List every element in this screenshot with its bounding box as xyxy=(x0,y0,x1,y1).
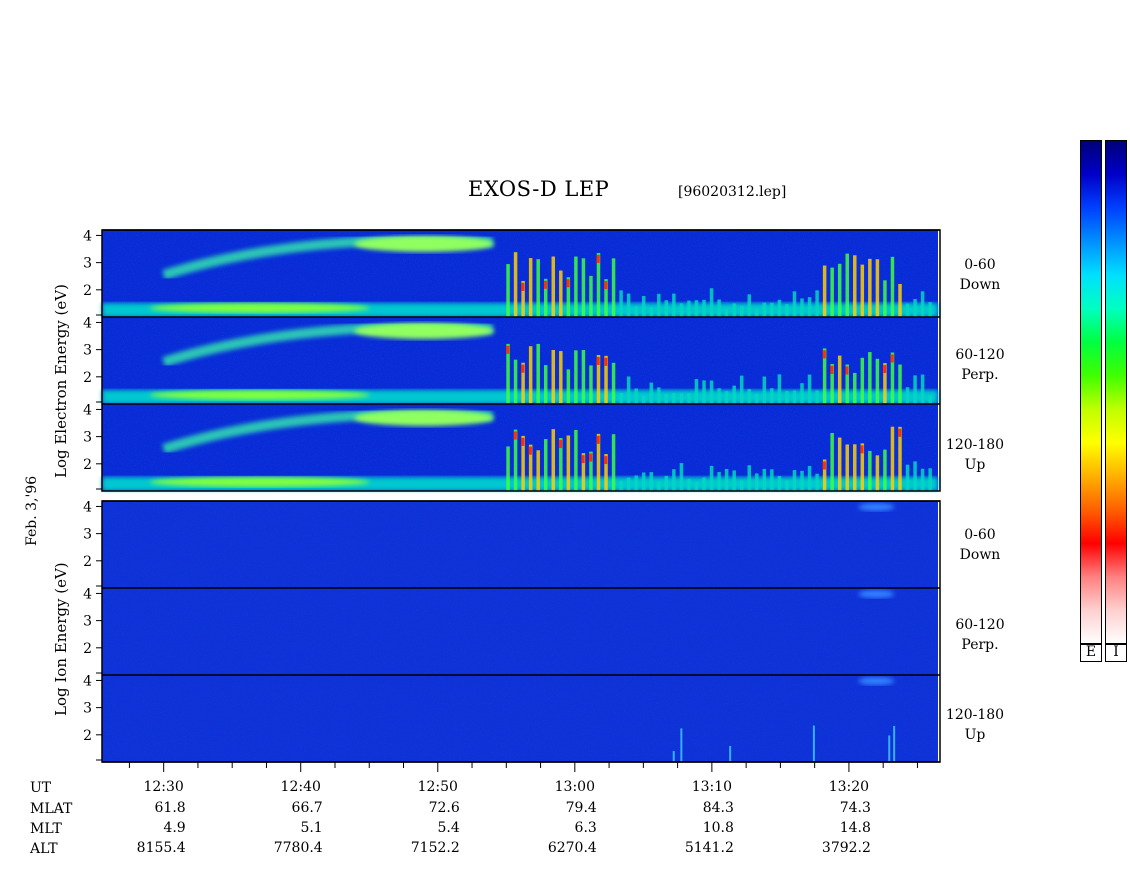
panel-ion-120-180-up xyxy=(102,674,940,762)
orbit-alt-value: 8155.4 xyxy=(136,840,186,856)
colorbar-label-e: E xyxy=(1080,643,1102,662)
x-tick-label: 12:50 xyxy=(418,779,458,795)
orbit-alt-value: 7780.4 xyxy=(273,840,323,856)
panel-label-e-up: 120-180 Up xyxy=(945,437,1005,473)
colorbar-label-i: I xyxy=(1105,643,1127,662)
y-tick-label: 4 xyxy=(83,586,92,602)
y-tick-label: 3 xyxy=(83,430,92,446)
panel-label-i-up: 120-180 Up xyxy=(945,707,1005,743)
orbit-mlat-value: 79.4 xyxy=(565,800,597,816)
file-name: [96020312.lep] xyxy=(678,184,787,200)
y-tick-label: 2 xyxy=(83,641,92,657)
y-tick-label: 4 xyxy=(83,315,92,331)
orbit-mlat-value: 61.8 xyxy=(154,800,186,816)
x-tick-label: 13:20 xyxy=(829,779,869,795)
y-tick-label: 3 xyxy=(83,343,92,359)
y-tick-label: 3 xyxy=(83,614,92,630)
panel-electron-120-180-up xyxy=(102,403,940,491)
orbit-mlt-value: 4.9 xyxy=(163,820,186,836)
y-tick-label: 4 xyxy=(83,499,92,515)
panel-ion-60-120-perp- xyxy=(102,587,940,675)
orbit-mlat-value: 74.3 xyxy=(839,800,871,816)
orbit-mlat-value: 72.6 xyxy=(428,800,460,816)
orbit-mlt-value: 6.3 xyxy=(574,820,597,836)
panel-electron-0-60-down xyxy=(102,229,940,317)
panel-electron-60-120-perp- xyxy=(102,316,940,404)
panel-label-e-down: 0-60 Down xyxy=(959,257,1001,293)
orbit-mlt-value: 5.4 xyxy=(437,820,460,836)
orbit-mlt-value: 10.8 xyxy=(702,820,734,836)
orbit-mlt-value: 14.8 xyxy=(839,820,871,836)
panel-ion-0-60-down xyxy=(102,500,940,588)
x-tick-label: 13:10 xyxy=(692,779,732,795)
x-tick-label: 12:30 xyxy=(143,779,183,795)
orbit-mlat-value: 84.3 xyxy=(702,800,734,816)
y-tick-label: 2 xyxy=(83,370,92,386)
colorbar-electron xyxy=(1080,140,1102,645)
row-label-mlt: MLT xyxy=(30,821,62,837)
y-tick-label: 2 xyxy=(83,457,92,473)
y-tick-label: 3 xyxy=(83,527,92,543)
panel-label-i-down: 0-60 Down xyxy=(959,527,1001,563)
orbit-alt-value: 3792.2 xyxy=(821,840,871,856)
y-tick-label: 3 xyxy=(83,256,92,272)
orbit-mlat-value: 66.7 xyxy=(291,800,323,816)
panel-label-e-perp: 60-120 Perp. xyxy=(955,347,1005,383)
x-tick-label: 12:40 xyxy=(281,779,321,795)
chart-title: EXOS-D LEP xyxy=(468,177,610,201)
orbit-alt-value: 6270.4 xyxy=(547,840,597,856)
y-tick-label: 2 xyxy=(83,554,92,570)
x-tick-label: 13:00 xyxy=(555,779,595,795)
colorbar-ion xyxy=(1105,140,1127,645)
row-label-ut: UT xyxy=(30,780,52,796)
panel-label-i-perp: 60-120 Perp. xyxy=(955,617,1005,653)
row-label-mlat: MLAT xyxy=(30,801,73,817)
y-tick-label: 4 xyxy=(83,402,92,418)
row-label-alt: ALT xyxy=(30,841,58,857)
y-tick-label: 2 xyxy=(83,283,92,299)
orbit-alt-value: 5141.2 xyxy=(684,840,734,856)
orbit-mlt-value: 5.1 xyxy=(300,820,323,836)
y-tick-label: 4 xyxy=(83,673,92,689)
y-tick-label: 2 xyxy=(83,728,92,744)
y-tick-label: 4 xyxy=(83,228,92,244)
orbit-alt-value: 7152.2 xyxy=(410,840,460,856)
y-tick-label: 3 xyxy=(83,701,92,717)
